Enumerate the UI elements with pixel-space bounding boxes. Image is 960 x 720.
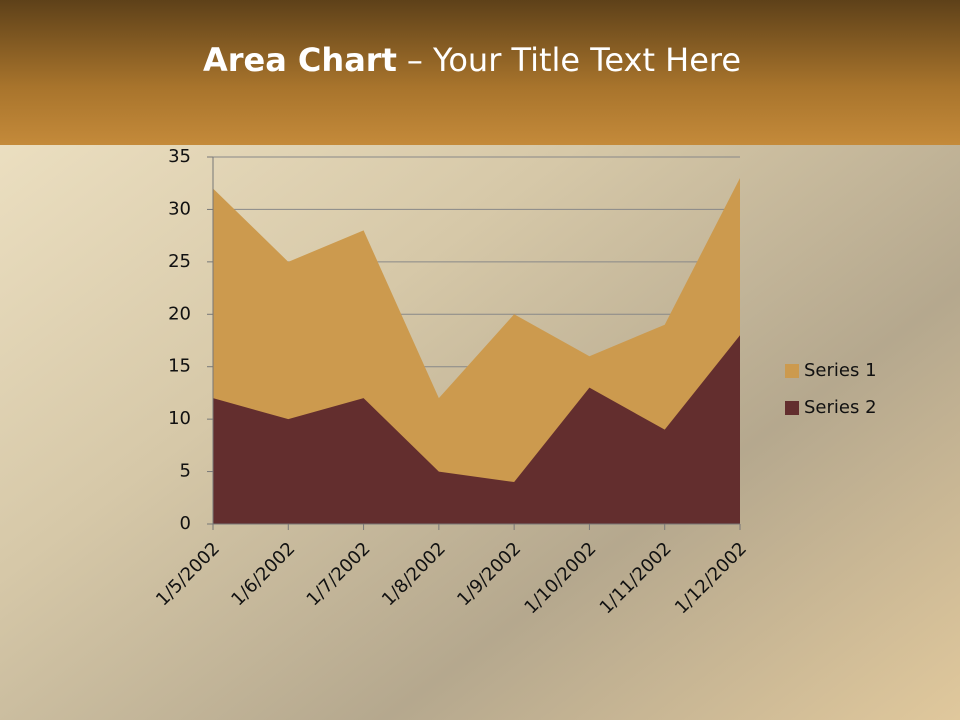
y-tick-label: 35: [168, 146, 191, 167]
legend-label: Series 2: [804, 397, 877, 418]
y-tick-label: 30: [168, 198, 191, 219]
y-tick-label: 10: [168, 408, 191, 429]
y-tick-label: 20: [168, 303, 191, 324]
y-tick-label: 15: [168, 356, 191, 377]
y-tick-label: 0: [180, 513, 191, 534]
title-bold: Area Chart: [203, 41, 397, 79]
title-rest: – Your Title Text Here: [407, 41, 741, 79]
y-tick-label: 5: [180, 461, 191, 482]
slide-title: Area Chart – Your Title Text Here: [203, 41, 741, 79]
legend-swatch: [785, 401, 799, 415]
area: [213, 335, 740, 524]
y-tick-label: 25: [168, 251, 191, 272]
header-band: [0, 0, 960, 145]
legend-label: Series 1: [804, 360, 877, 381]
legend-swatch: [785, 364, 799, 378]
